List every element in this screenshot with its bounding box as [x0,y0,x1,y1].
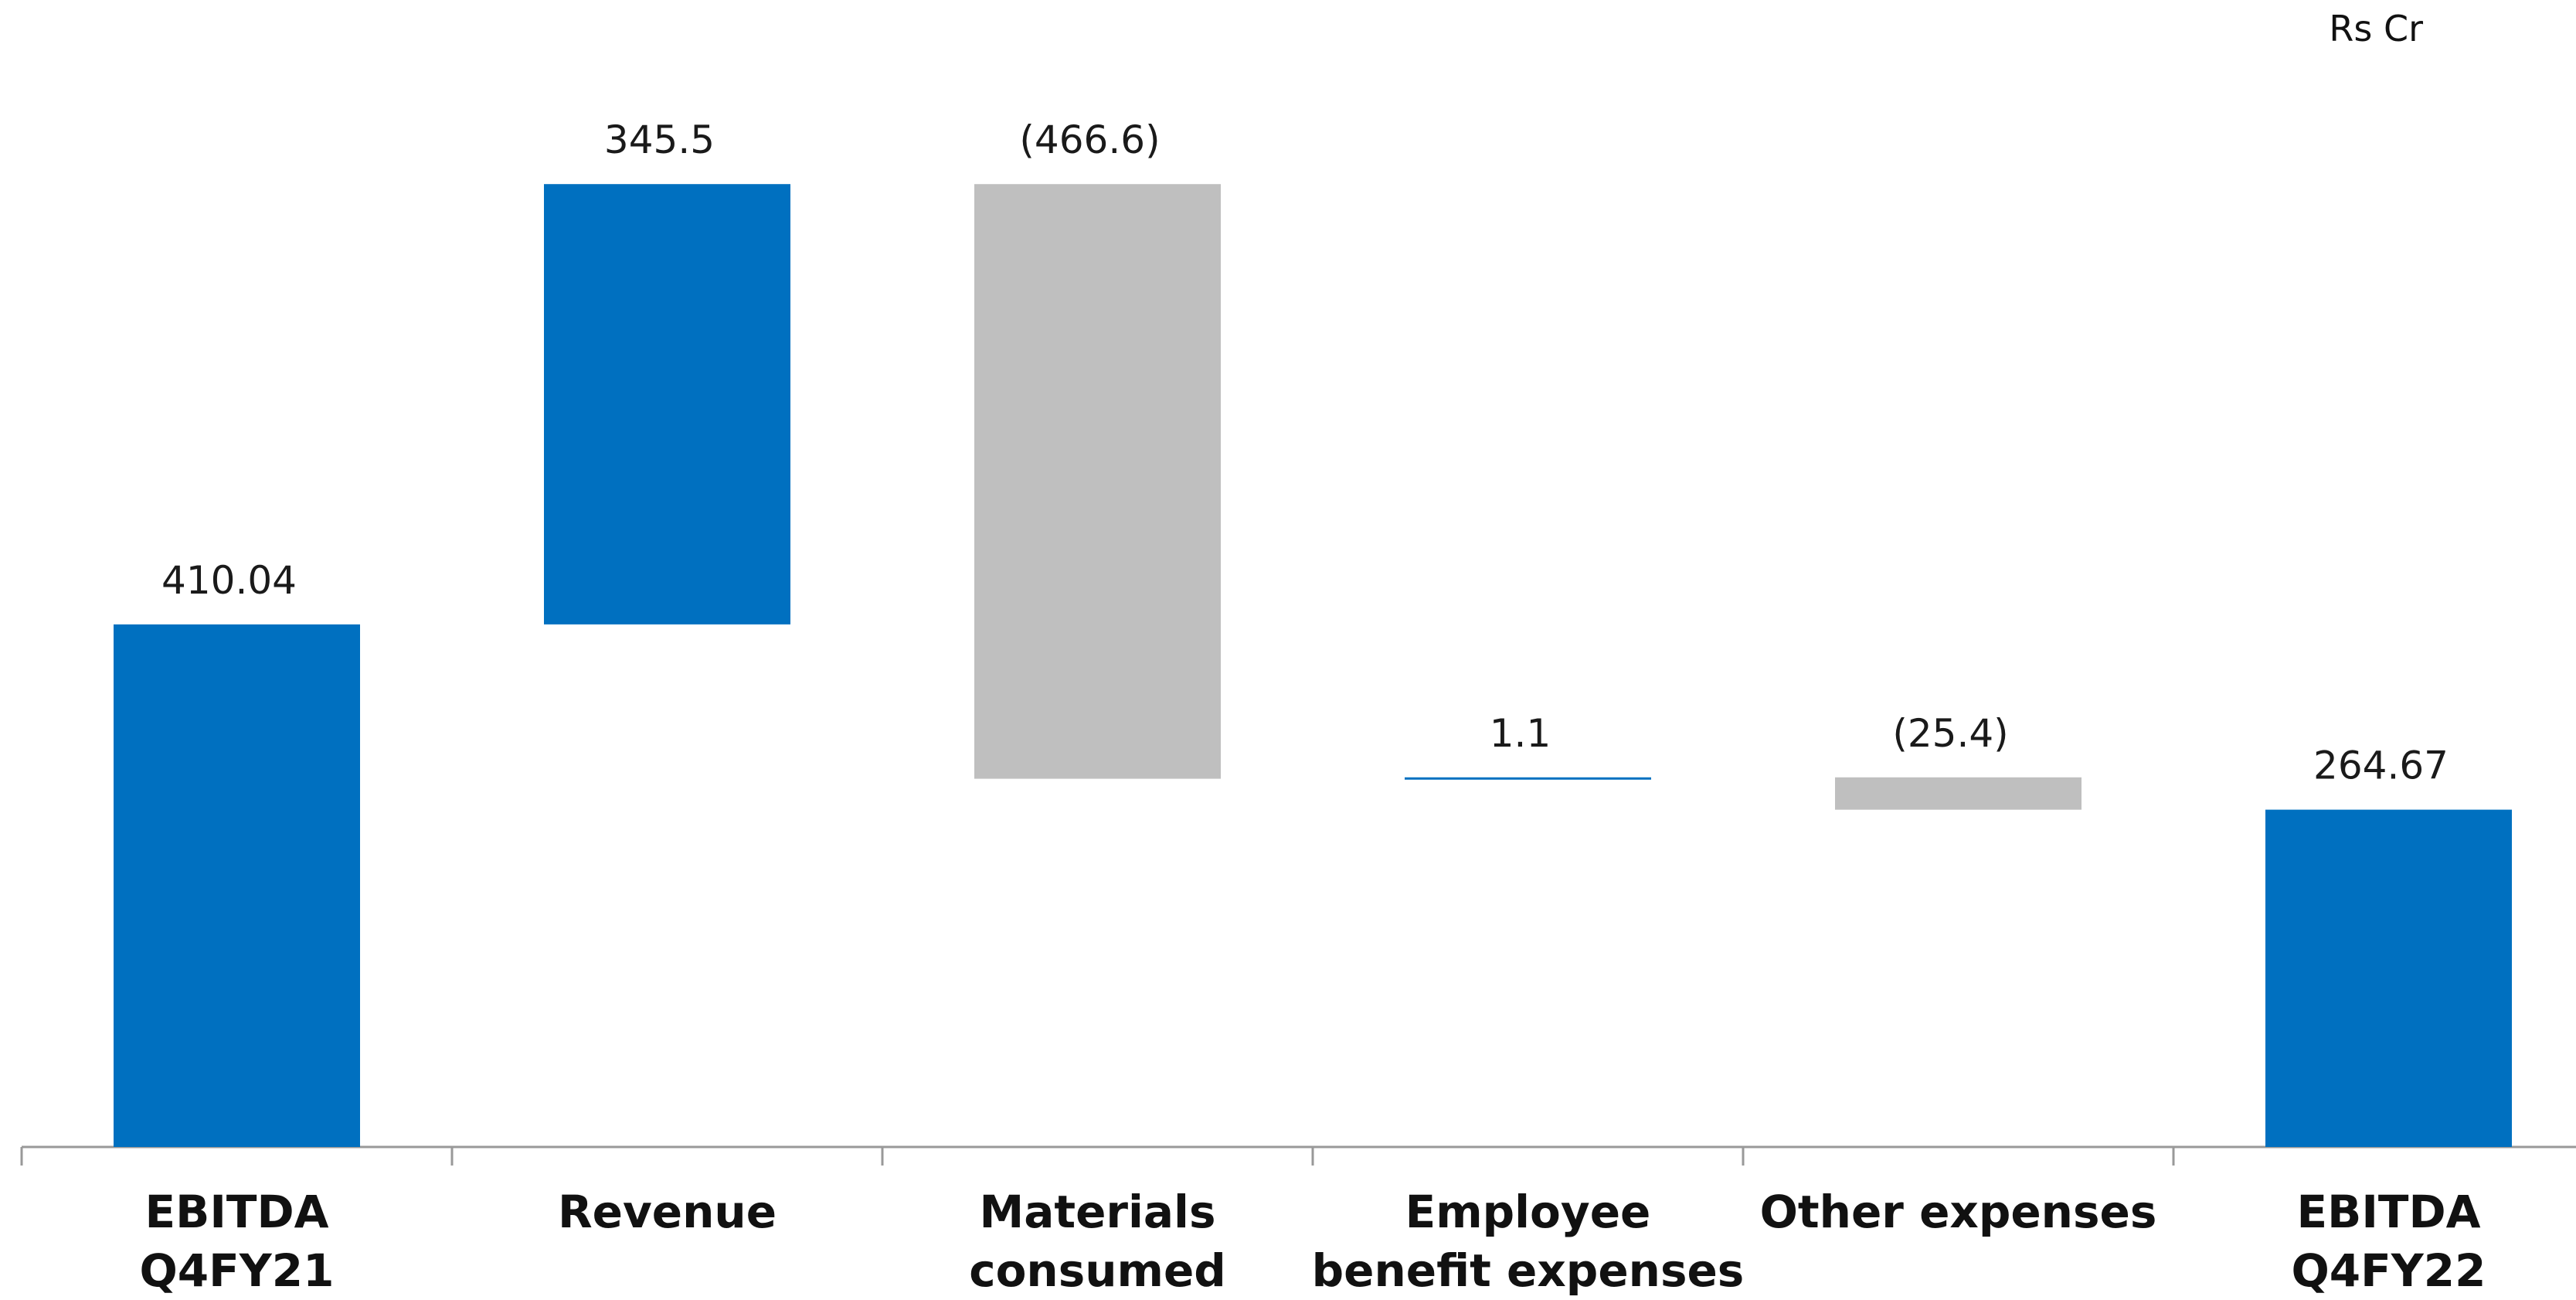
bar [1835,778,2082,810]
bar [114,624,360,1147]
bar [974,184,1221,778]
x-tick-label: Employee benefit expenses [1312,1183,1745,1300]
bar [2265,810,2512,1147]
x-tick-label: EBITDA Q4FY21 [21,1183,454,1300]
value-label: (25.4) [1892,711,2008,756]
x-tick-label: Revenue [451,1183,884,1241]
x-tick-label: Other expenses [1742,1183,2175,1241]
value-label: 1.1 [1490,711,1551,756]
bar [1405,778,1651,780]
value-label: 345.5 [604,117,715,162]
x-tick-label: EBITDA Q4FY22 [2173,1183,2576,1300]
x-tick-label: Materials consumed [882,1183,1314,1300]
value-label: (466.6) [1019,117,1160,162]
value-label: 410.04 [161,558,297,603]
bar [544,184,790,624]
value-label: 264.67 [2313,744,2449,788]
